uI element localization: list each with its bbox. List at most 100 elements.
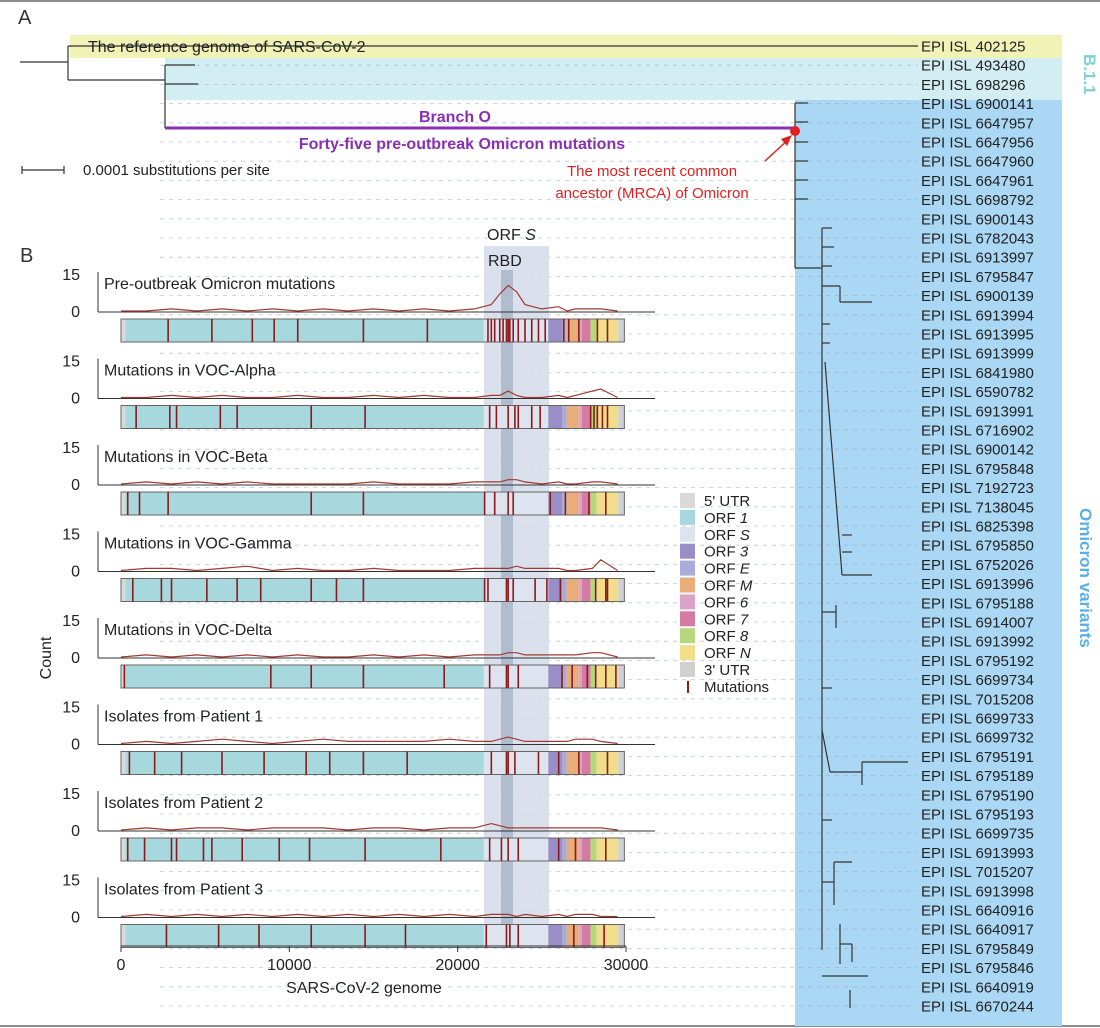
legend-swatch <box>680 526 695 542</box>
tip-label: EPI ISL 6752026 <box>921 557 1034 574</box>
genome-segment <box>582 751 591 775</box>
genome-segment <box>590 751 597 775</box>
genome-segment <box>618 319 625 342</box>
genome-bar <box>120 578 625 602</box>
genome-segment <box>125 578 484 602</box>
genome-segment <box>596 492 619 515</box>
genome-segment <box>562 578 567 602</box>
tip-label: EPI ISL 6795846 <box>921 960 1034 977</box>
genome-segment <box>548 924 563 948</box>
mutation-count-line <box>120 736 618 745</box>
genome-segment <box>582 665 591 688</box>
legend-swatch <box>680 645 695 661</box>
tip-label: EPI ISL 6913993 <box>921 845 1034 862</box>
tip-label: EPI ISL 6913997 <box>921 250 1034 267</box>
y-tick-label: 0 <box>71 650 80 667</box>
genome-segment <box>483 492 549 515</box>
legend-label: ORF 6 <box>704 594 749 611</box>
genome-segment <box>125 405 484 429</box>
genome-bar-outline <box>120 837 625 862</box>
legend-swatch <box>680 662 695 677</box>
tip-label: EPI ISL 6900143 <box>921 211 1034 228</box>
genome-segment <box>483 751 549 775</box>
x-tick-label: 20000 <box>435 957 480 974</box>
tip-label: EPI ISL 6670244 <box>921 999 1034 1016</box>
legend-swatch <box>680 509 695 525</box>
tip-label: EPI ISL 6795847 <box>921 269 1034 286</box>
genome-segment <box>121 319 126 342</box>
legend-label: ORF M <box>704 578 753 595</box>
genome-segment <box>582 924 591 948</box>
genome-bar <box>120 318 625 343</box>
y-tick-label: 15 <box>62 354 80 371</box>
genome-segment <box>125 751 484 775</box>
legend-swatch <box>680 594 695 610</box>
mutation-track: 15 0 Isolates from Patient 1 <box>62 700 655 775</box>
genome-segment <box>590 838 597 861</box>
legend-swatch <box>680 628 695 644</box>
tip-label: EPI ISL 6795193 <box>921 807 1034 824</box>
tip-label: EPI ISL 6900141 <box>921 96 1034 113</box>
genome-segment <box>562 838 567 861</box>
genome-segment <box>618 578 625 602</box>
genome-segment <box>582 405 591 429</box>
mutation-count-line <box>121 388 618 399</box>
mutation-track: 15 0 Mutations in VOC-Alpha <box>62 354 655 429</box>
track-title: Isolates from Patient 2 <box>104 795 263 812</box>
legend-swatch <box>680 577 695 593</box>
genome-bar <box>120 837 625 862</box>
genome-segment <box>125 665 484 688</box>
genome-segment <box>578 578 583 602</box>
rbd-label: RBD <box>488 253 522 270</box>
genome-segment <box>121 492 126 515</box>
y-tick-label: 15 <box>62 700 80 717</box>
mutation-count-line <box>120 652 618 658</box>
genome-segment <box>548 665 563 688</box>
rbd-shade <box>501 270 513 946</box>
genome-segment <box>566 578 579 602</box>
genome-segment <box>121 578 126 602</box>
y-tick-label: 0 <box>71 477 80 494</box>
genome-segment <box>566 319 579 342</box>
mutation-track: 15 0 Mutations in VOC-Gamma <box>62 527 655 602</box>
genome-segment <box>121 405 126 429</box>
genome-bar-outline <box>120 405 625 429</box>
b11-label: B.1.1 <box>1080 54 1099 95</box>
y-axis-label: Count <box>38 636 55 679</box>
y-tick-label: 0 <box>71 737 80 754</box>
legend-label: ORF 7 <box>704 611 749 628</box>
tip-label: EPI ISL 6841980 <box>921 365 1034 382</box>
tip-label: EPI ISL 6900139 <box>921 288 1034 305</box>
legend-label: 5' UTR <box>704 493 750 510</box>
genome-segment <box>121 838 126 861</box>
genome-segment <box>121 751 126 775</box>
tip-label: EPI ISL 6647961 <box>921 173 1034 190</box>
genome-segment <box>548 838 563 861</box>
tip-label: EPI ISL 6699735 <box>921 826 1034 843</box>
tip-label: EPI ISL 6699733 <box>921 711 1034 728</box>
genome-segment <box>483 665 549 688</box>
tip-label: EPI ISL 698296 <box>921 77 1026 94</box>
genome-bar-outline <box>120 664 625 689</box>
genome-segment <box>562 492 567 515</box>
track-title: Mutations in VOC-Alpha <box>104 363 276 380</box>
omicron-label: Omicron variants <box>1076 508 1095 648</box>
tip-labels: EPI ISL 402125 EPI ISL 493480 EPI ISL 6982… <box>921 39 1034 1016</box>
x-axis-label: SARS-CoV-2 genome <box>286 980 442 997</box>
genome-segment <box>582 492 591 515</box>
genome-segment <box>548 751 563 775</box>
genome-segment <box>562 665 567 688</box>
tip-label: EPI ISL 7015208 <box>921 691 1034 708</box>
legend-swatch <box>680 493 695 508</box>
tip-label: EPI ISL 6590782 <box>921 384 1034 401</box>
track-title: Mutations in VOC-Gamma <box>104 536 292 553</box>
genome-segment <box>566 751 579 775</box>
genome-segment <box>548 492 563 515</box>
tree-branch <box>824 361 843 576</box>
tip-dashes <box>160 64 918 1007</box>
legend-label: ORF N <box>704 645 751 662</box>
genome-segment <box>121 924 126 948</box>
genome-bar <box>120 664 625 689</box>
genome-segment <box>562 405 567 429</box>
